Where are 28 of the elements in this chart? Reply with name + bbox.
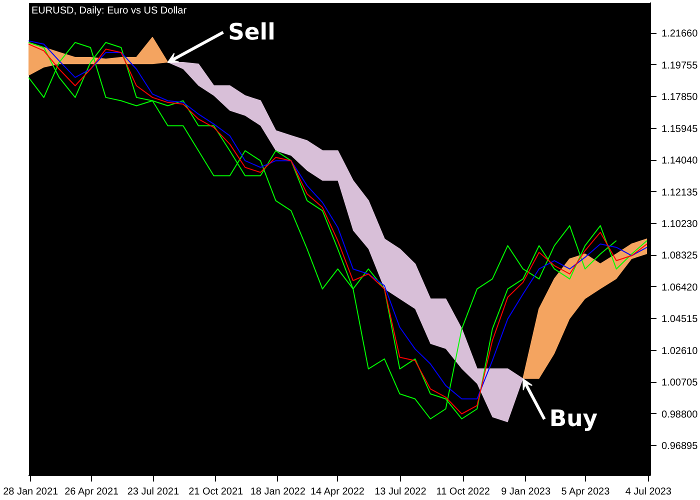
y-tick-label: 1.15945: [662, 124, 698, 135]
x-tick-label: 9 Jan 2023: [501, 486, 552, 498]
chart-title: EURUSD, Daily: Euro vs US Dollar: [32, 6, 188, 16]
y-tick-label: 1.02610: [662, 346, 698, 357]
x-tick-label: 23 Jul 2021: [127, 486, 180, 498]
x-tick-label: 13 Jul 2022: [374, 486, 427, 498]
x-tick-label: 28 Jan 2021: [3, 486, 59, 498]
y-tick-label: 0.96895: [662, 441, 698, 452]
y-tick-label: 1.12135: [662, 187, 698, 198]
y-tick-label: 1.00705: [662, 378, 698, 389]
y-tick-label: 0.98800: [662, 409, 698, 420]
x-tick-label: 4 Jul 2023: [625, 486, 672, 498]
y-tick-label: 1.04515: [662, 314, 698, 326]
y-tick-label: 1.19755: [662, 60, 698, 72]
x-tick-label: 26 Apr 2021: [64, 486, 120, 498]
x-tick-label: 5 Apr 2023: [561, 486, 610, 498]
y-tick-label: 1.10230: [662, 219, 698, 230]
x-tick-label: 21 Oct 2021: [188, 486, 244, 498]
x-tick-label: 18 Jan 2022: [250, 486, 306, 498]
annotation: Sell: [228, 19, 276, 46]
y-tick-label: 1.21660: [662, 28, 698, 40]
y-tick-label: 1.14040: [662, 156, 698, 167]
x-tick-label: 11 Oct 2022: [436, 486, 490, 498]
y-tick-label: 1.17850: [662, 92, 698, 104]
x-tick-label: 14 Apr 2022: [310, 486, 365, 498]
y-tick-label: 1.08325: [662, 250, 698, 262]
annotation: Buy: [549, 406, 598, 432]
y-tick-label: 1.06420: [662, 282, 698, 294]
